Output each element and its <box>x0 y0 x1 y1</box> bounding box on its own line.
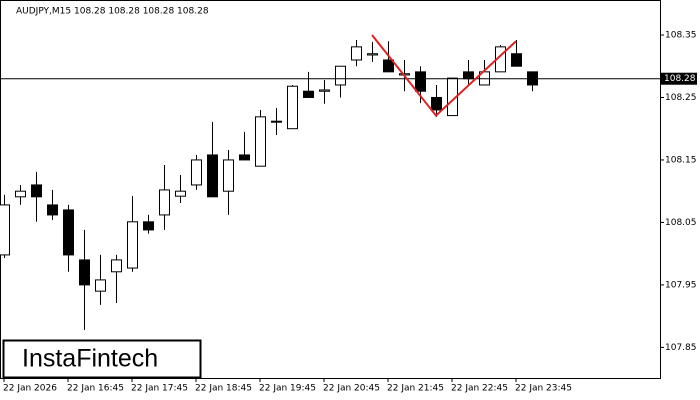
x-tick-label: 22 Jan 18:45 <box>195 384 252 394</box>
candle-body <box>255 116 266 167</box>
x-tick-label: 22 Jan 17:45 <box>131 384 188 394</box>
candle-body <box>415 71 426 92</box>
candle-body <box>0 204 10 256</box>
candle-body <box>47 204 58 216</box>
candle-body <box>191 159 202 186</box>
candle-body <box>511 53 522 67</box>
x-tick-label: 22 Jan 20:45 <box>323 384 380 394</box>
x-tick-label: 22 Jan 21:45 <box>387 384 444 394</box>
candle-body <box>159 189 170 216</box>
logo: InstaFintech <box>22 345 158 373</box>
x-tick-label: 22 Jan 22:45 <box>451 384 508 394</box>
candle-body <box>223 159 234 192</box>
x-tick-label: 22 Jan 2026 <box>3 384 57 394</box>
candle-body <box>335 65 346 86</box>
y-tick-label: 108.25 <box>665 93 697 103</box>
candle-body <box>175 190 186 197</box>
candle-body <box>127 221 138 269</box>
candle-body <box>463 71 474 80</box>
x-tick-label: 22 Jan 23:45 <box>515 384 572 394</box>
current-price-box <box>661 72 697 85</box>
chart-title: AUDJPY,M15 108.28 108.28 108.28 108.28 <box>16 7 209 17</box>
candle-body <box>15 190 26 198</box>
candle-body <box>383 59 394 73</box>
y-tick-label: 108.15 <box>665 155 697 165</box>
candle-body <box>367 53 378 56</box>
plot-frame <box>0 0 661 379</box>
candle-body <box>207 154 218 198</box>
candle-body <box>431 96 442 111</box>
candle-body <box>31 184 42 198</box>
candle-body <box>79 259 90 286</box>
pattern-line <box>371 34 517 118</box>
candle-body <box>111 259 122 273</box>
y-tick-label: 108.35 <box>665 30 697 40</box>
candle-body <box>143 221 154 231</box>
x-tick-label: 22 Jan 19:45 <box>259 384 316 394</box>
y-tick-label: 107.95 <box>665 280 697 290</box>
candle-body <box>303 90 314 98</box>
candle-body <box>351 46 362 61</box>
candle-body <box>271 120 282 123</box>
candle-body <box>95 279 106 292</box>
logo-box <box>2 339 202 379</box>
y-tick-label: 108.05 <box>665 218 697 228</box>
current-price-label: 108.28 <box>664 74 696 84</box>
candle-body <box>63 209 74 256</box>
candle-body <box>239 154 250 161</box>
x-tick-label: 22 Jan 16:45 <box>67 384 124 394</box>
candle-body <box>319 89 330 92</box>
candle-body <box>287 85 298 130</box>
y-tick-label: 107.85 <box>665 343 697 353</box>
